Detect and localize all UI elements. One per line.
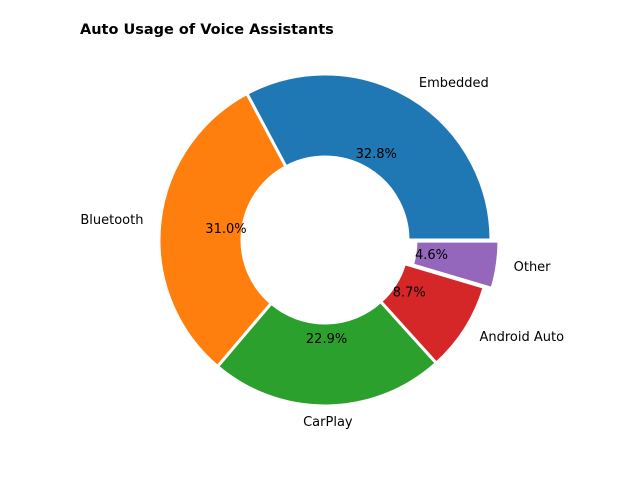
slice-embedded xyxy=(245,72,493,242)
pct-embedded: 32.8% xyxy=(356,147,397,162)
label-android-auto: Android Auto xyxy=(479,330,564,345)
label-carplay: CarPlay xyxy=(303,415,353,430)
pct-bluetooth: 31.0% xyxy=(205,222,246,237)
label-bluetooth: Bluetooth xyxy=(80,213,143,228)
donut-slices xyxy=(157,72,501,408)
slice-bluetooth xyxy=(157,92,288,369)
pct-android-auto: 8.7% xyxy=(393,286,426,301)
donut-labels: Embedded 32.8% Bluetooth 31.0% CarPlay 22.9% A… xyxy=(80,76,564,430)
label-embedded: Embedded xyxy=(419,76,489,91)
slice-other xyxy=(410,239,501,290)
pct-other: 4.6% xyxy=(415,248,448,263)
slice-carplay xyxy=(216,300,438,408)
label-other: Other xyxy=(514,260,552,275)
chart-title: Auto Usage of Voice Assistants xyxy=(80,22,334,38)
pct-carplay: 22.9% xyxy=(306,332,347,347)
